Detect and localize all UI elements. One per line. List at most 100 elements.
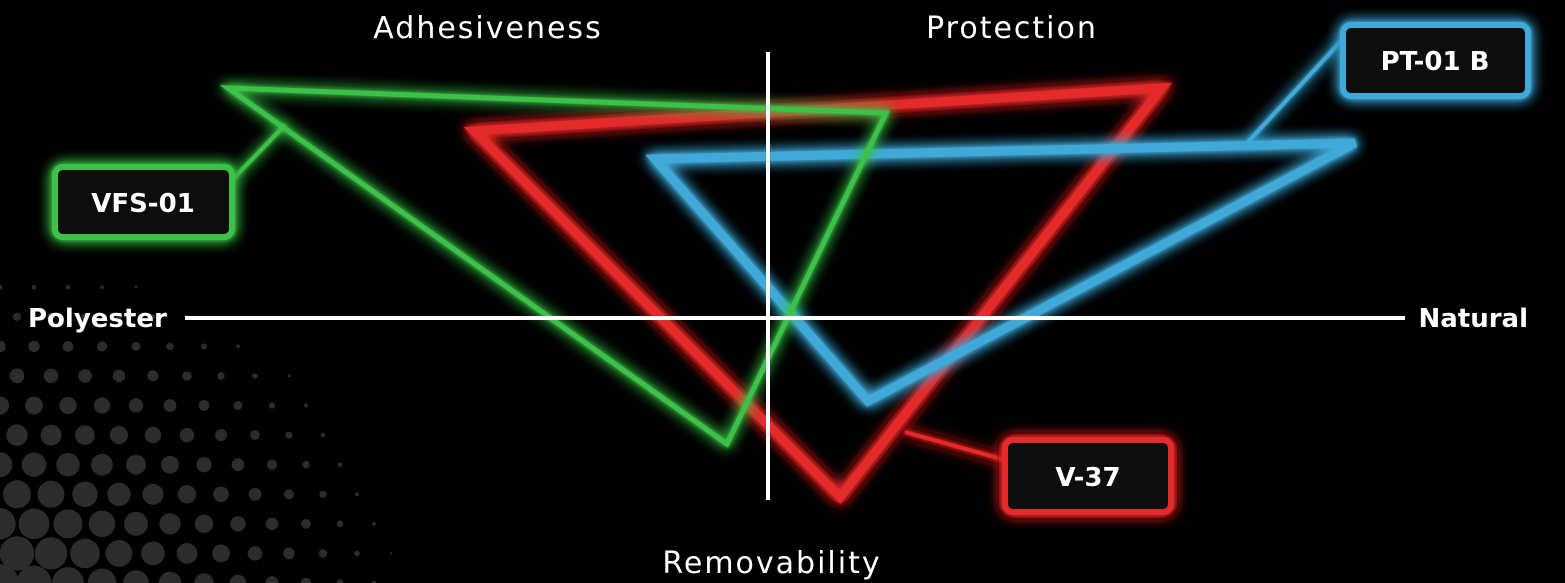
decor-dot — [131, 342, 141, 351]
tag-v-37-label: V-37 — [1055, 463, 1120, 493]
axis-title-protection: Protection — [926, 11, 1098, 46]
decor-dot — [112, 369, 126, 383]
decor-dot — [9, 368, 25, 384]
decor-dot — [128, 398, 144, 413]
triangle-pt-01-b — [645, 138, 1358, 407]
decor-dot — [247, 546, 263, 561]
decor-dot — [212, 544, 230, 563]
decor-dot — [70, 538, 100, 569]
axis-title-adhesiveness: Adhesiveness — [373, 11, 602, 46]
tag-vfs-01-frame — [52, 164, 235, 240]
tag-pt-01-b-label: PT-01 B — [1381, 47, 1490, 77]
tag-vfs-01: VFS-01 — [52, 164, 235, 240]
decor-dot — [229, 574, 247, 583]
decor-dot — [0, 340, 6, 353]
decor-dot — [265, 517, 279, 531]
decor-dot — [34, 537, 68, 570]
pt-01-b-callout-line — [1246, 37, 1345, 144]
decor-dot — [371, 580, 377, 583]
decor-dot — [126, 454, 146, 475]
decor-dot — [105, 540, 133, 567]
decor-dot — [267, 459, 277, 470]
decor-dot — [252, 373, 258, 379]
decor-dot — [150, 314, 156, 320]
decor-dot — [215, 429, 227, 442]
decor-dot — [301, 519, 311, 529]
decor-dot — [354, 550, 360, 557]
decor-dot — [182, 371, 192, 381]
tag-pt-01-b: PT-01 B — [1340, 22, 1531, 99]
decor-dot — [372, 522, 376, 526]
decor-dot — [233, 401, 243, 410]
decor-dot — [0, 564, 19, 583]
decor-dot — [283, 547, 295, 560]
axis-title-removability: Removability — [662, 546, 881, 581]
decor-dot — [12, 312, 22, 321]
decor-dot — [176, 543, 198, 564]
tag-v-37: V-37 — [1002, 437, 1174, 515]
decor-dot — [230, 516, 246, 532]
decor-dot — [43, 368, 59, 384]
decor-dot — [0, 536, 35, 571]
decor-dot — [141, 541, 165, 566]
decor-dot — [250, 430, 260, 440]
decor-dot — [147, 370, 159, 382]
decor-dot — [319, 490, 327, 498]
decor-dot — [177, 485, 197, 504]
decor-dot — [0, 284, 3, 290]
decor-dot — [124, 511, 148, 536]
decor-dot — [337, 462, 343, 468]
decor-dot — [75, 425, 95, 445]
decor-dot — [56, 453, 80, 477]
decor-dot — [53, 509, 83, 539]
decor-dot — [287, 374, 291, 378]
decor-dot — [268, 402, 276, 409]
tag-pt-01-b-frame — [1340, 22, 1531, 99]
decor-dot — [97, 341, 107, 352]
decor-dot — [31, 284, 37, 290]
decor-dot — [78, 369, 92, 383]
decor-dot — [194, 514, 214, 533]
v-37-callout-line — [904, 430, 1006, 462]
decor-dot — [123, 570, 149, 583]
decor-dot — [166, 342, 174, 351]
decor-dot — [37, 480, 65, 508]
decor-dot — [389, 552, 393, 555]
decor-dot — [201, 343, 207, 350]
decor-dot — [354, 492, 360, 497]
triangle-vfs-01-outline — [219, 85, 890, 448]
decor-dot — [87, 568, 117, 583]
decor-dot — [0, 452, 13, 478]
decor-dot — [25, 396, 43, 415]
decor-dot — [6, 424, 28, 446]
decor-dot — [18, 508, 50, 540]
decor-dot — [0, 508, 16, 540]
decor-dot — [300, 577, 312, 583]
decor-dot — [65, 285, 71, 290]
decor-dot — [21, 452, 47, 477]
decor-dot — [159, 513, 181, 535]
triangle-vfs-01 — [219, 85, 890, 448]
decor-dot — [100, 285, 104, 290]
decor-dot — [134, 285, 138, 289]
decor-dot — [59, 396, 77, 415]
decor-dot — [336, 520, 344, 528]
decor-dot — [213, 486, 229, 503]
decor-dot — [304, 403, 308, 408]
decor-dot — [194, 573, 214, 583]
decorative-halftone-dots — [0, 284, 393, 583]
decor-dot — [217, 372, 225, 380]
decor-dot — [62, 341, 74, 352]
decor-dot — [52, 567, 84, 583]
decor-dot — [161, 455, 179, 474]
decor-dot — [88, 510, 116, 538]
decor-dot — [28, 340, 40, 353]
decor-dot — [198, 400, 210, 411]
decor-dot — [163, 399, 177, 412]
decor-dot — [236, 344, 240, 349]
decor-dot — [16, 565, 52, 583]
triangle-pt-01-b-outline — [645, 138, 1358, 407]
decor-dot — [47, 312, 55, 321]
decor-dot — [115, 313, 123, 320]
decor-dot — [91, 453, 113, 476]
